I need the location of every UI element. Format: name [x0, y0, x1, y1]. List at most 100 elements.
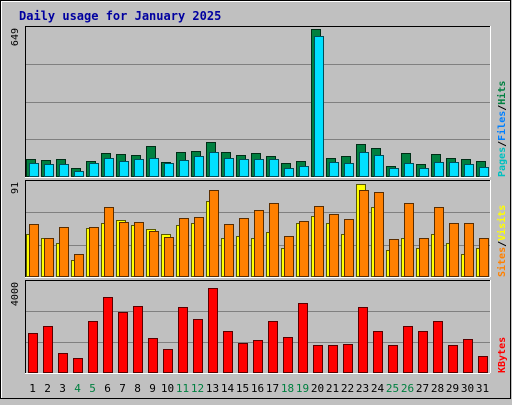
bar-sites-day-30: [464, 223, 474, 277]
bar-kbytes-day-24: [373, 331, 383, 373]
bar-sites-day-20: [314, 206, 324, 277]
bar-sites-day-5: [89, 227, 99, 277]
day-label-23: 23: [356, 382, 369, 395]
bar-kbytes-day-14: [223, 331, 233, 373]
bar-sites-day-29: [449, 223, 459, 277]
day-label-19: 19: [296, 382, 309, 395]
bar-kbytes-day-26: [403, 326, 413, 373]
bar-sites-day-10: [164, 237, 174, 277]
bar-sites-day-14: [224, 224, 234, 277]
bar-kbytes-day-27: [418, 331, 428, 373]
day-label-25: 25: [386, 382, 399, 395]
day-label-21: 21: [326, 382, 339, 395]
bar-sites-day-2: [44, 238, 54, 277]
bar-files-day-25: [389, 168, 399, 177]
bar-kbytes-day-1: [28, 333, 38, 373]
day-label-24: 24: [371, 382, 385, 395]
bar-kbytes-day-25: [388, 345, 398, 373]
day-label-15: 15: [236, 382, 249, 395]
bar-files-day-18: [284, 168, 294, 177]
bar-kbytes-day-29: [448, 345, 458, 373]
day-label-16: 16: [251, 382, 264, 395]
bar-files-day-20: [314, 36, 324, 177]
bar-kbytes-day-4: [73, 358, 83, 373]
bar-files-day-14: [224, 158, 234, 177]
day-label-1: 1: [29, 382, 36, 395]
bar-sites-day-3: [59, 227, 69, 277]
bar-files-day-3: [59, 164, 69, 177]
bar-files-day-27: [419, 168, 429, 177]
bar-files-day-1: [29, 163, 39, 177]
chart-title: Daily usage for January 2025: [19, 9, 221, 23]
day-label-30: 30: [461, 382, 474, 395]
bar-sites-day-26: [404, 203, 414, 277]
bar-kbytes-day-12: [193, 319, 203, 373]
bar-files-day-28: [434, 162, 444, 177]
bar-files-day-17: [269, 159, 279, 177]
bar-files-day-30: [464, 164, 474, 177]
y-max-labels: 649 91 4000: [10, 28, 21, 306]
bar-files-day-11: [179, 160, 189, 177]
legend-bottom: KBytes: [497, 337, 508, 373]
bar-sites-day-8: [134, 222, 144, 277]
bar-sites-day-19: [299, 221, 309, 277]
bar-kbytes-day-20: [313, 345, 323, 373]
day-label-7: 7: [119, 382, 126, 395]
bar-kbytes-day-21: [328, 345, 338, 373]
legend-item: /: [497, 241, 508, 247]
bar-files-day-22: [344, 163, 354, 177]
y-max-label: 4000: [10, 282, 21, 306]
day-labels: 1 2 3 4 5 6 7 8 9 10 11 12 13 14 15 16 17 18 19 20 21 22 23 24 2…: [29, 382, 489, 395]
bar-sites-day-1: [29, 224, 39, 277]
bar-files-day-2: [44, 164, 54, 177]
bar-kbytes-day-13: [208, 288, 218, 373]
y-max-label: 649: [10, 28, 21, 46]
bar-sites-day-16: [254, 210, 264, 277]
bar-sites-day-15: [239, 218, 249, 277]
bar-files-day-16: [254, 159, 264, 177]
bar-kbytes-day-18: [283, 337, 293, 373]
day-label-3: 3: [59, 382, 66, 395]
day-label-22: 22: [341, 382, 354, 395]
bar-files-day-31: [479, 167, 489, 177]
bar-kbytes-day-6: [103, 297, 113, 373]
bar-kbytes-day-9: [148, 338, 158, 373]
bar-files-day-9: [149, 158, 159, 177]
bar-files-day-6: [104, 158, 114, 177]
bar-kbytes-day-3: [58, 353, 68, 373]
legend-item: /: [497, 141, 508, 147]
bar-sites-day-13: [209, 190, 219, 277]
bar-files-day-8: [134, 159, 144, 177]
bar-files-day-21: [329, 162, 339, 177]
bar-kbytes-day-30: [463, 339, 473, 373]
day-label-2: 2: [44, 382, 51, 395]
bar-files-day-19: [299, 166, 309, 177]
day-label-4: 4: [74, 382, 81, 395]
bar-kbytes-day-2: [43, 326, 53, 373]
bar-sites-day-22: [344, 219, 354, 277]
bar-sites-day-4: [74, 254, 84, 277]
day-label-17: 17: [266, 382, 279, 395]
bar-files-day-12: [194, 156, 204, 177]
day-label-14: 14: [221, 382, 235, 395]
bar-files-day-24: [374, 155, 384, 177]
day-label-20: 20: [311, 382, 324, 395]
bar-files-day-26: [404, 163, 414, 177]
y-max-label: 91: [10, 182, 21, 194]
legend-item: Sites: [496, 247, 508, 277]
day-label-5: 5: [89, 382, 96, 395]
bar-kbytes-day-10: [163, 349, 173, 373]
panel-bg-0: [25, 26, 490, 177]
bar-sites-day-27: [419, 238, 429, 277]
bar-files-day-10: [164, 163, 174, 177]
bar-sites-day-23: [359, 190, 369, 277]
bar-kbytes-day-15: [238, 343, 248, 373]
bar-kbytes-day-5: [88, 321, 98, 373]
legend-item: Visits: [496, 205, 508, 241]
legend-item: KBytes: [497, 337, 508, 373]
bar-files-day-7: [119, 161, 129, 177]
day-label-10: 10: [161, 382, 174, 395]
day-label-11: 11: [176, 382, 189, 395]
